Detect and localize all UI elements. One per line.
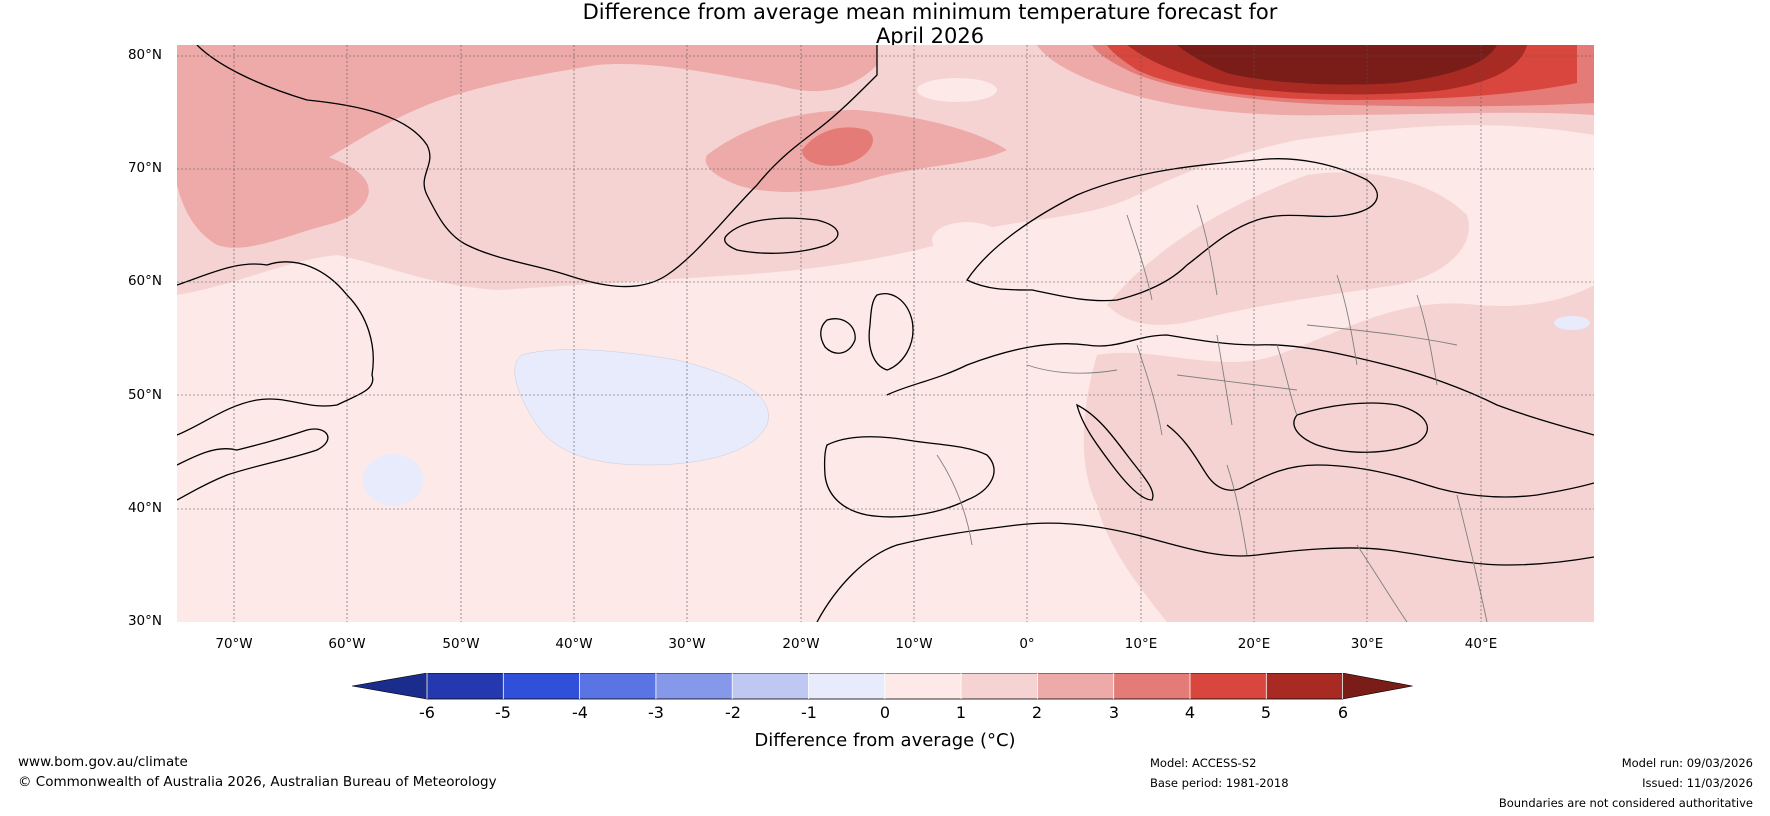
website-link[interactable]: www.bom.gov.au/climate	[18, 754, 188, 770]
colorbar-label: Difference from average (°C)	[754, 730, 1016, 751]
lat-label: 40°N	[127, 500, 162, 516]
gridlines	[177, 45, 1594, 622]
colorbar-segment	[427, 673, 504, 699]
lat-label: 50°N	[127, 387, 162, 403]
model-name: Model: ACCESS-S2	[1150, 756, 1257, 770]
copyright-notice: © Commonwealth of Australia 2026, Austra…	[18, 774, 497, 790]
colorbar-segment	[655, 673, 733, 699]
colorbar	[352, 673, 1413, 700]
colorbar-tick-label: -2	[725, 703, 741, 722]
title-line-2: April 2026	[875, 24, 985, 48]
title-line-1: Difference from average mean minimum tem…	[582, 0, 1278, 24]
coastlines	[177, 45, 1594, 622]
lon-label: 30°E	[1350, 636, 1384, 652]
colorbar-tick-label: 4	[1184, 703, 1196, 722]
anomaly-region-baffin-2-3	[177, 125, 369, 248]
anomaly-region-iceland-sea-3-4	[802, 127, 873, 166]
colorbar-tick-label: 3	[1108, 703, 1120, 722]
colorbar-extend-high	[1342, 673, 1413, 700]
colorbar-tick-label: -1	[801, 703, 817, 722]
colorbar-segment	[1190, 673, 1267, 699]
anomaly-pocket-0-1	[932, 222, 1002, 258]
colorbar-tick-label: 1	[955, 703, 967, 722]
lon-label: 30°W	[668, 636, 706, 652]
lon-label: 70°W	[215, 636, 253, 652]
anomaly-region-scandinavia-1-2	[1107, 172, 1469, 325]
lat-label: 80°N	[127, 47, 162, 63]
anomaly-region-greenland-2-3	[177, 45, 877, 175]
lat-label: 70°N	[127, 160, 162, 176]
colorbar-segment	[732, 673, 809, 699]
colorbar-tick-label: 0	[879, 703, 891, 722]
colorbar-tick-label: 6	[1337, 703, 1349, 722]
colorbar-segment	[579, 673, 656, 699]
lon-label: 40°W	[555, 636, 593, 652]
boundaries-disclaimer: Boundaries are not considered authoritat…	[1498, 796, 1753, 810]
colorbar-tick-label: 5	[1260, 703, 1272, 722]
anomaly-region-barents-above-6	[1177, 45, 1497, 85]
issued-date: Issued: 11/03/2026	[1642, 776, 1753, 790]
colorbar-segment	[1266, 673, 1343, 699]
colorbar-segment	[1113, 673, 1190, 699]
colorbar-extend-low	[352, 673, 428, 700]
lat-label: 60°N	[127, 273, 162, 289]
colorbar-segment	[884, 673, 962, 699]
base-period: Base period: 1981-2018	[1150, 776, 1289, 790]
colorbar-segment	[1037, 673, 1114, 699]
lon-label: 10°W	[895, 636, 933, 652]
colorbar-tick-label: 2	[1031, 703, 1043, 722]
colorbar-segment	[503, 673, 580, 699]
colorbar-tick-label: -5	[495, 703, 511, 722]
lon-label: 60°W	[328, 636, 366, 652]
colorbar-tick-label: -4	[572, 703, 588, 722]
anomaly-region-europe-1-2	[1083, 285, 1594, 622]
anomaly-region-negative-small	[363, 454, 423, 506]
lon-label: 40°E	[1464, 636, 1498, 652]
lat-label: 30°N	[127, 613, 162, 629]
lon-label: 20°E	[1237, 636, 1271, 652]
anomaly-region-mid-atlantic-negative	[514, 349, 769, 466]
anomaly-pocket-0-1	[917, 78, 997, 102]
colorbar-segment	[961, 673, 1038, 699]
lon-label: 0°	[1019, 636, 1035, 652]
model-run-date: Model run: 09/03/2026	[1621, 756, 1753, 770]
forecast-map	[177, 45, 1594, 622]
colorbar-segment	[808, 673, 885, 699]
lon-label: 50°W	[442, 636, 480, 652]
anomaly-region-negative-small	[1554, 316, 1590, 330]
lon-label: 20°W	[782, 636, 820, 652]
colorbar-tick-label: -6	[419, 703, 435, 722]
lon-label: 10°E	[1124, 636, 1158, 652]
country-borders	[936, 204, 1488, 622]
chart-title: Difference from average mean minimum tem…	[0, 0, 1770, 48]
colorbar-tick-label: -3	[648, 703, 664, 722]
